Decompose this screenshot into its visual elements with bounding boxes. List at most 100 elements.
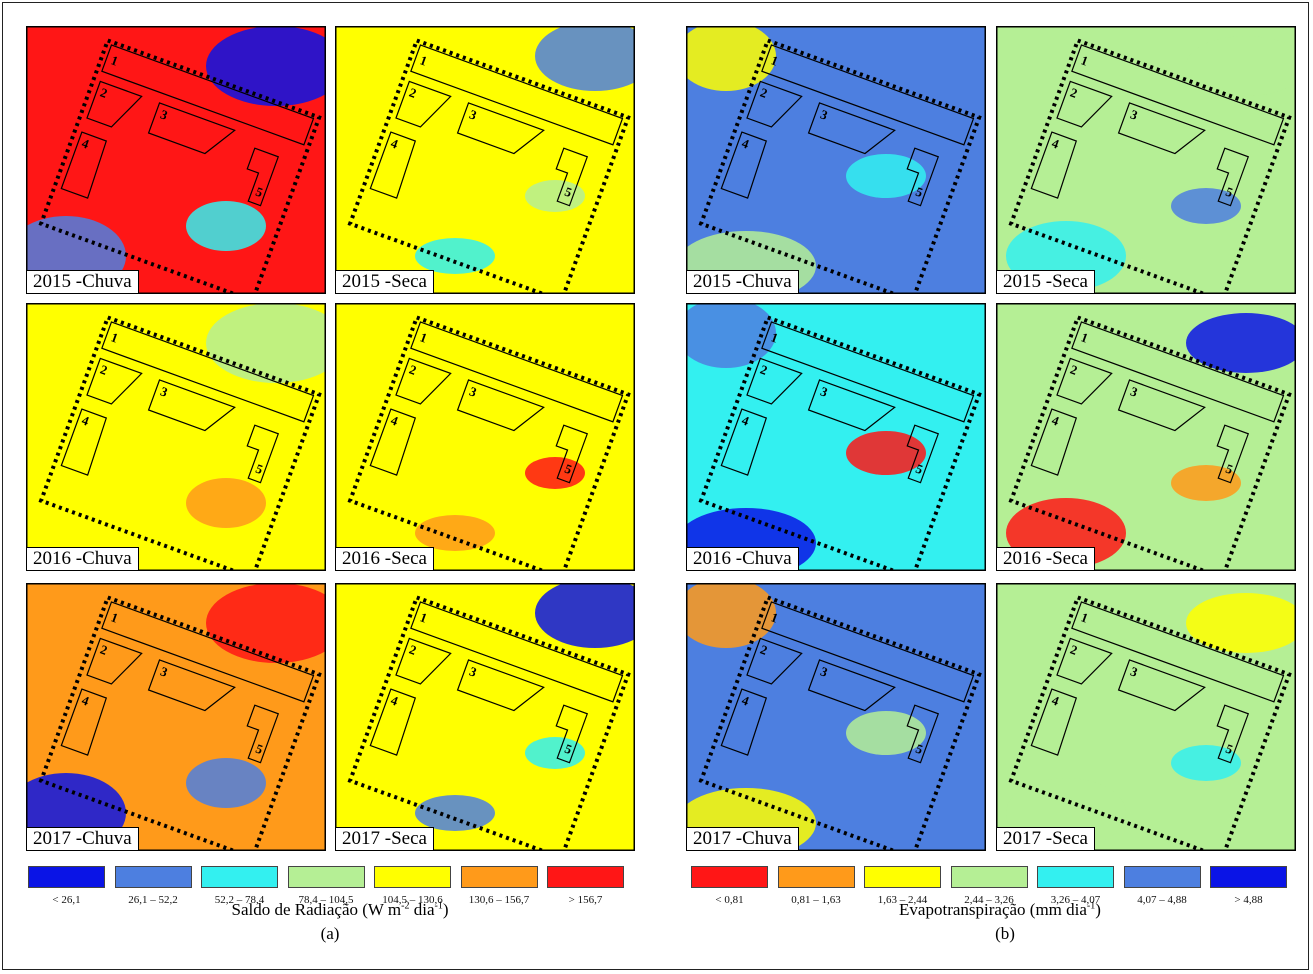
plot-3-outline (147, 659, 236, 712)
plot-number-5: 5 (563, 741, 575, 757)
plot-number-2: 2 (1068, 362, 1079, 378)
map-region (1186, 36, 1296, 96)
plot-2-outline (746, 357, 803, 405)
plot-3-outline (147, 102, 236, 155)
panel-label-b: (b) (995, 924, 1015, 943)
plot-number-3: 3 (1128, 384, 1140, 400)
map-b-2017-seca: 1 2 3 4 5 2017 -Seca (996, 583, 1296, 851)
map-a-2015-chuva: 1 2 3 4 5 2015 -Chuva (26, 26, 326, 294)
map-b-2016-seca: 1 2 3 4 5 2016 -Seca (996, 303, 1296, 571)
map-region (525, 457, 585, 489)
map-raster: 1 2 3 4 5 (335, 583, 635, 851)
plot-number-1: 1 (769, 52, 780, 68)
map-region (686, 26, 776, 91)
plot-number-1: 1 (418, 609, 429, 625)
map-region (1171, 188, 1241, 224)
map-raster: 1 2 3 4 5 (26, 583, 326, 851)
plot-number-3: 3 (158, 384, 170, 400)
plot-2-outline (395, 80, 452, 128)
plot-3-outline (807, 659, 896, 712)
study-area-boundary (347, 37, 631, 294)
map-region (1186, 313, 1296, 373)
study-area-boundary (347, 594, 631, 851)
plot-number-5: 5 (1224, 184, 1236, 200)
plot-number-5: 5 (563, 461, 575, 477)
study-area-boundary (698, 594, 982, 851)
panel-label-a: (a) (320, 924, 340, 943)
map-label: 2015 -Seca (996, 270, 1095, 294)
legend-label: 3,26 – 4,07 (1050, 894, 1101, 906)
plot-4-outline (720, 131, 768, 199)
plot-5-outline (1216, 424, 1250, 484)
plot-number-5: 5 (1224, 741, 1236, 757)
map-label: 2015 -Seca (335, 270, 434, 294)
study-area-boundary (698, 314, 982, 571)
study-area-boundary (38, 37, 322, 294)
plot-5-outline (906, 704, 940, 764)
plot-number-2: 2 (98, 85, 109, 101)
map-label: 2017 -Chuva (686, 827, 799, 851)
map-region (686, 303, 776, 368)
legend-swatch (864, 866, 941, 888)
study-area-boundary (38, 594, 322, 851)
plot-number-3: 3 (818, 384, 830, 400)
map-raster: 1 2 3 4 5 (996, 583, 1296, 851)
plot-number-4: 4 (389, 412, 401, 428)
legend-label: 104,5 – 130,6 (382, 894, 443, 906)
plot-4-outline (60, 131, 108, 199)
plot-number-2: 2 (1068, 85, 1079, 101)
map-region (415, 238, 495, 274)
plot-1-outline (761, 321, 975, 423)
plot-number-3: 3 (467, 107, 479, 123)
map-raster: 1 2 3 4 5 (26, 303, 326, 571)
plot-5-outline (246, 704, 280, 764)
plot-5-outline (1216, 704, 1250, 764)
plot-number-3: 3 (158, 664, 170, 680)
plot-4-outline (60, 408, 108, 476)
legend-swatch (691, 866, 768, 888)
plot-2-outline (746, 80, 803, 128)
plot-number-4: 4 (389, 135, 401, 151)
plot-number-4: 4 (80, 692, 92, 708)
plot-4-outline (369, 131, 417, 199)
plot-number-4: 4 (389, 692, 401, 708)
plot-number-4: 4 (80, 412, 92, 428)
map-raster: 1 2 3 4 5 (686, 583, 986, 851)
map-label: 2016 -Seca (996, 547, 1095, 571)
map-raster: 1 2 3 4 5 (686, 303, 986, 571)
map-a-2017-chuva: 1 2 3 4 5 2017 -Chuva (26, 583, 326, 851)
plot-3-outline (1117, 102, 1206, 155)
plot-1-outline (761, 44, 975, 146)
plot-2-outline (1056, 637, 1113, 685)
plot-1-outline (101, 321, 315, 423)
legend-label: 26,1 – 52,2 (128, 894, 178, 906)
plot-5-outline (555, 424, 589, 484)
plot-number-4: 4 (1050, 135, 1062, 151)
study-area-boundary (698, 37, 982, 294)
study-area-boundary (1008, 37, 1292, 294)
map-region (186, 201, 266, 251)
map-region (206, 583, 326, 663)
map-region (1171, 745, 1241, 781)
legend-swatch (201, 866, 278, 888)
plot-1-outline (410, 321, 624, 423)
map-label: 2016 -Chuva (26, 547, 139, 571)
plot-4-outline (369, 408, 417, 476)
plot-number-5: 5 (254, 184, 266, 200)
plot-number-2: 2 (98, 642, 109, 658)
map-region (1186, 593, 1296, 653)
plot-number-5: 5 (1224, 461, 1236, 477)
plot-5-outline (1216, 147, 1250, 207)
plot-number-1: 1 (1079, 52, 1090, 68)
map-b-2016-chuva: 1 2 3 4 5 2016 -Chuva (686, 303, 986, 571)
plot-number-5: 5 (914, 184, 926, 200)
map-a-2016-seca: 1 2 3 4 5 2016 -Seca (335, 303, 635, 571)
legend-swatch (547, 866, 624, 888)
legend-swatch (460, 866, 538, 888)
legend-swatch (950, 866, 1028, 888)
plot-2-outline (86, 80, 143, 128)
plot-2-outline (86, 357, 143, 405)
plot-3-outline (456, 659, 545, 712)
plot-4-outline (720, 408, 768, 476)
map-region (186, 478, 266, 528)
